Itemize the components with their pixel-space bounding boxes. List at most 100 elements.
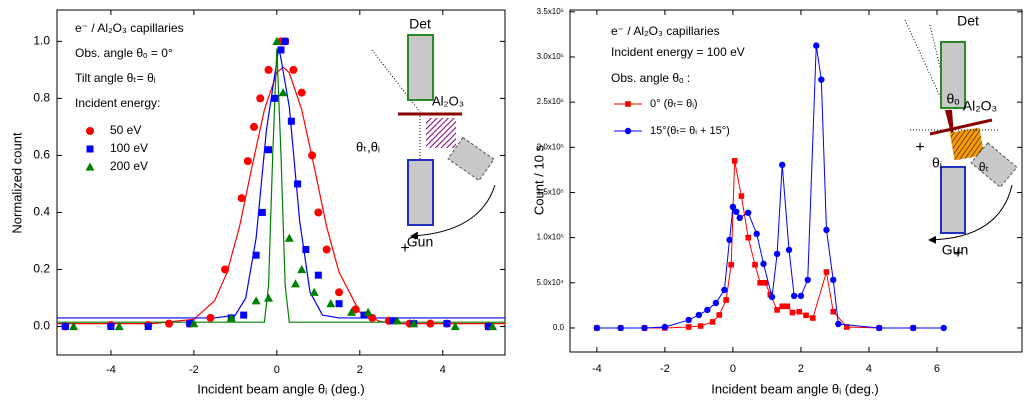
data-point: [360, 311, 368, 319]
data-point: [779, 161, 786, 169]
data-point: [69, 321, 79, 331]
plot-frame: [56, 9, 506, 356]
data-point: [704, 306, 711, 314]
data-point: [728, 261, 735, 268]
data-point: [287, 117, 295, 125]
data-point: [810, 315, 816, 321]
data-point: [264, 65, 273, 74]
x-tick-label: 0: [730, 363, 736, 375]
legend-title: e⁻ / Al₂O₃ capillaries: [611, 24, 720, 38]
legend-title: Incident energy = 100 eV: [611, 45, 745, 59]
data-point: [389, 317, 397, 325]
series-line: [596, 45, 944, 329]
data-point: [695, 311, 703, 319]
diagram-label: Gun: [407, 234, 433, 250]
data-point: [760, 260, 767, 268]
x-axis-label: Incident beam angle θᵢ (deg.): [197, 381, 365, 396]
data-point: [264, 293, 274, 302]
fit-curve: [57, 66, 505, 325]
y-tick-label: 3.5x10⁵: [537, 7, 564, 16]
setup-diagram-left: [371, 34, 496, 240]
data-point: [243, 157, 252, 166]
data-point: [302, 246, 310, 254]
y-axis-label: Normalized count: [9, 132, 24, 234]
y-tick-label: 1.0: [33, 34, 50, 48]
data-point: [186, 320, 194, 328]
data-point: [685, 324, 692, 330]
diagram-label: Det: [957, 13, 979, 29]
legend-label: 0° (θₜ= θᵢ): [650, 98, 698, 110]
data-point: [909, 324, 917, 332]
data-point: [221, 265, 229, 274]
data-point: [753, 230, 760, 238]
legend-label: 50 eV: [110, 123, 141, 137]
data-point: [813, 42, 820, 49]
data-point: [308, 151, 317, 160]
legend-label: 15°(θₜ= θᵢ + 15°): [650, 125, 730, 137]
x-tick-label: -4: [592, 363, 602, 375]
data-point: [335, 300, 343, 308]
data-point: [250, 122, 259, 131]
data-point: [709, 319, 716, 325]
data-point: [803, 312, 809, 319]
data-point: [785, 246, 793, 254]
data-point: [773, 250, 781, 258]
data-point: [272, 36, 282, 45]
y-axis-label: Count / 10 s: [531, 144, 546, 215]
y-tick-label: 0.6: [33, 148, 50, 162]
diagram-label: +: [915, 139, 924, 156]
data-point: [716, 312, 723, 318]
data-point: [697, 323, 704, 329]
legend-marker: [86, 127, 94, 135]
data-point: [251, 296, 261, 305]
diagram-label: θᵢ: [932, 155, 942, 171]
data-point: [723, 297, 729, 303]
y-tick-label: 1.5x10⁵: [537, 188, 564, 197]
diagram-label: θₒ: [946, 91, 959, 107]
data-point: [830, 276, 837, 284]
data-point: [712, 299, 720, 307]
data-point: [284, 233, 294, 242]
diagram-label: Gun: [942, 242, 968, 258]
legend-title: Incident energy:: [75, 96, 160, 110]
chart-panel: 0.0 5.0x10⁴ 1.0x10⁵ 1.5x10⁵ 2.0x10⁵ 2.5x10⁵ 3.…: [531, 7, 1023, 396]
data-point: [738, 193, 745, 199]
chart-panel: 0.0 0.2 0.4 0.6 0.8 1.0 -4 -2 0 2 4 Incident beam a…: [9, 9, 506, 396]
x-axis-label: Incident beam angle θᵢ (deg.): [711, 381, 879, 396]
legend-title: Obs. angle θₒ = 0°: [75, 46, 173, 60]
data-point: [206, 313, 215, 322]
data-point: [617, 324, 624, 332]
y-tick-label: 2.5x10⁵: [537, 97, 564, 106]
data-point: [392, 316, 402, 325]
fit-curve: [57, 48, 505, 323]
diagram-label: +: [953, 245, 962, 262]
diagram-label: Al₂O₃: [432, 93, 464, 108]
data-point: [488, 321, 498, 331]
x-tick-label: 2: [357, 364, 363, 376]
data-point: [593, 324, 601, 332]
data-point: [752, 261, 758, 268]
y-tick-label: 5.0x10⁴: [537, 278, 565, 287]
data-point: [940, 324, 947, 332]
x-tick-label: 4: [440, 364, 446, 376]
data-point: [784, 303, 791, 310]
data-point: [731, 158, 738, 164]
data-point: [237, 194, 246, 203]
y-tick-label: 0.2: [33, 262, 50, 276]
data-point: [409, 319, 419, 328]
x-tick-label: 4: [866, 363, 872, 375]
y-tick-label: 0.0: [553, 323, 565, 332]
data-point: [844, 324, 850, 330]
data-point: [297, 88, 306, 97]
y-tick-label: 0.0: [33, 319, 50, 333]
data-point: [61, 322, 69, 330]
data-point: [818, 76, 825, 83]
data-point: [258, 208, 266, 216]
legend-title: e⁻ / Al₂O₃ capillaries: [75, 21, 184, 35]
data-point: [641, 324, 648, 332]
y-tick-label: 0.4: [33, 205, 50, 219]
x-tick-label: -4: [106, 364, 116, 376]
diagram-label: θₜ: [979, 160, 989, 174]
legend-label: 200 eV: [110, 159, 148, 173]
data-point: [240, 311, 248, 319]
